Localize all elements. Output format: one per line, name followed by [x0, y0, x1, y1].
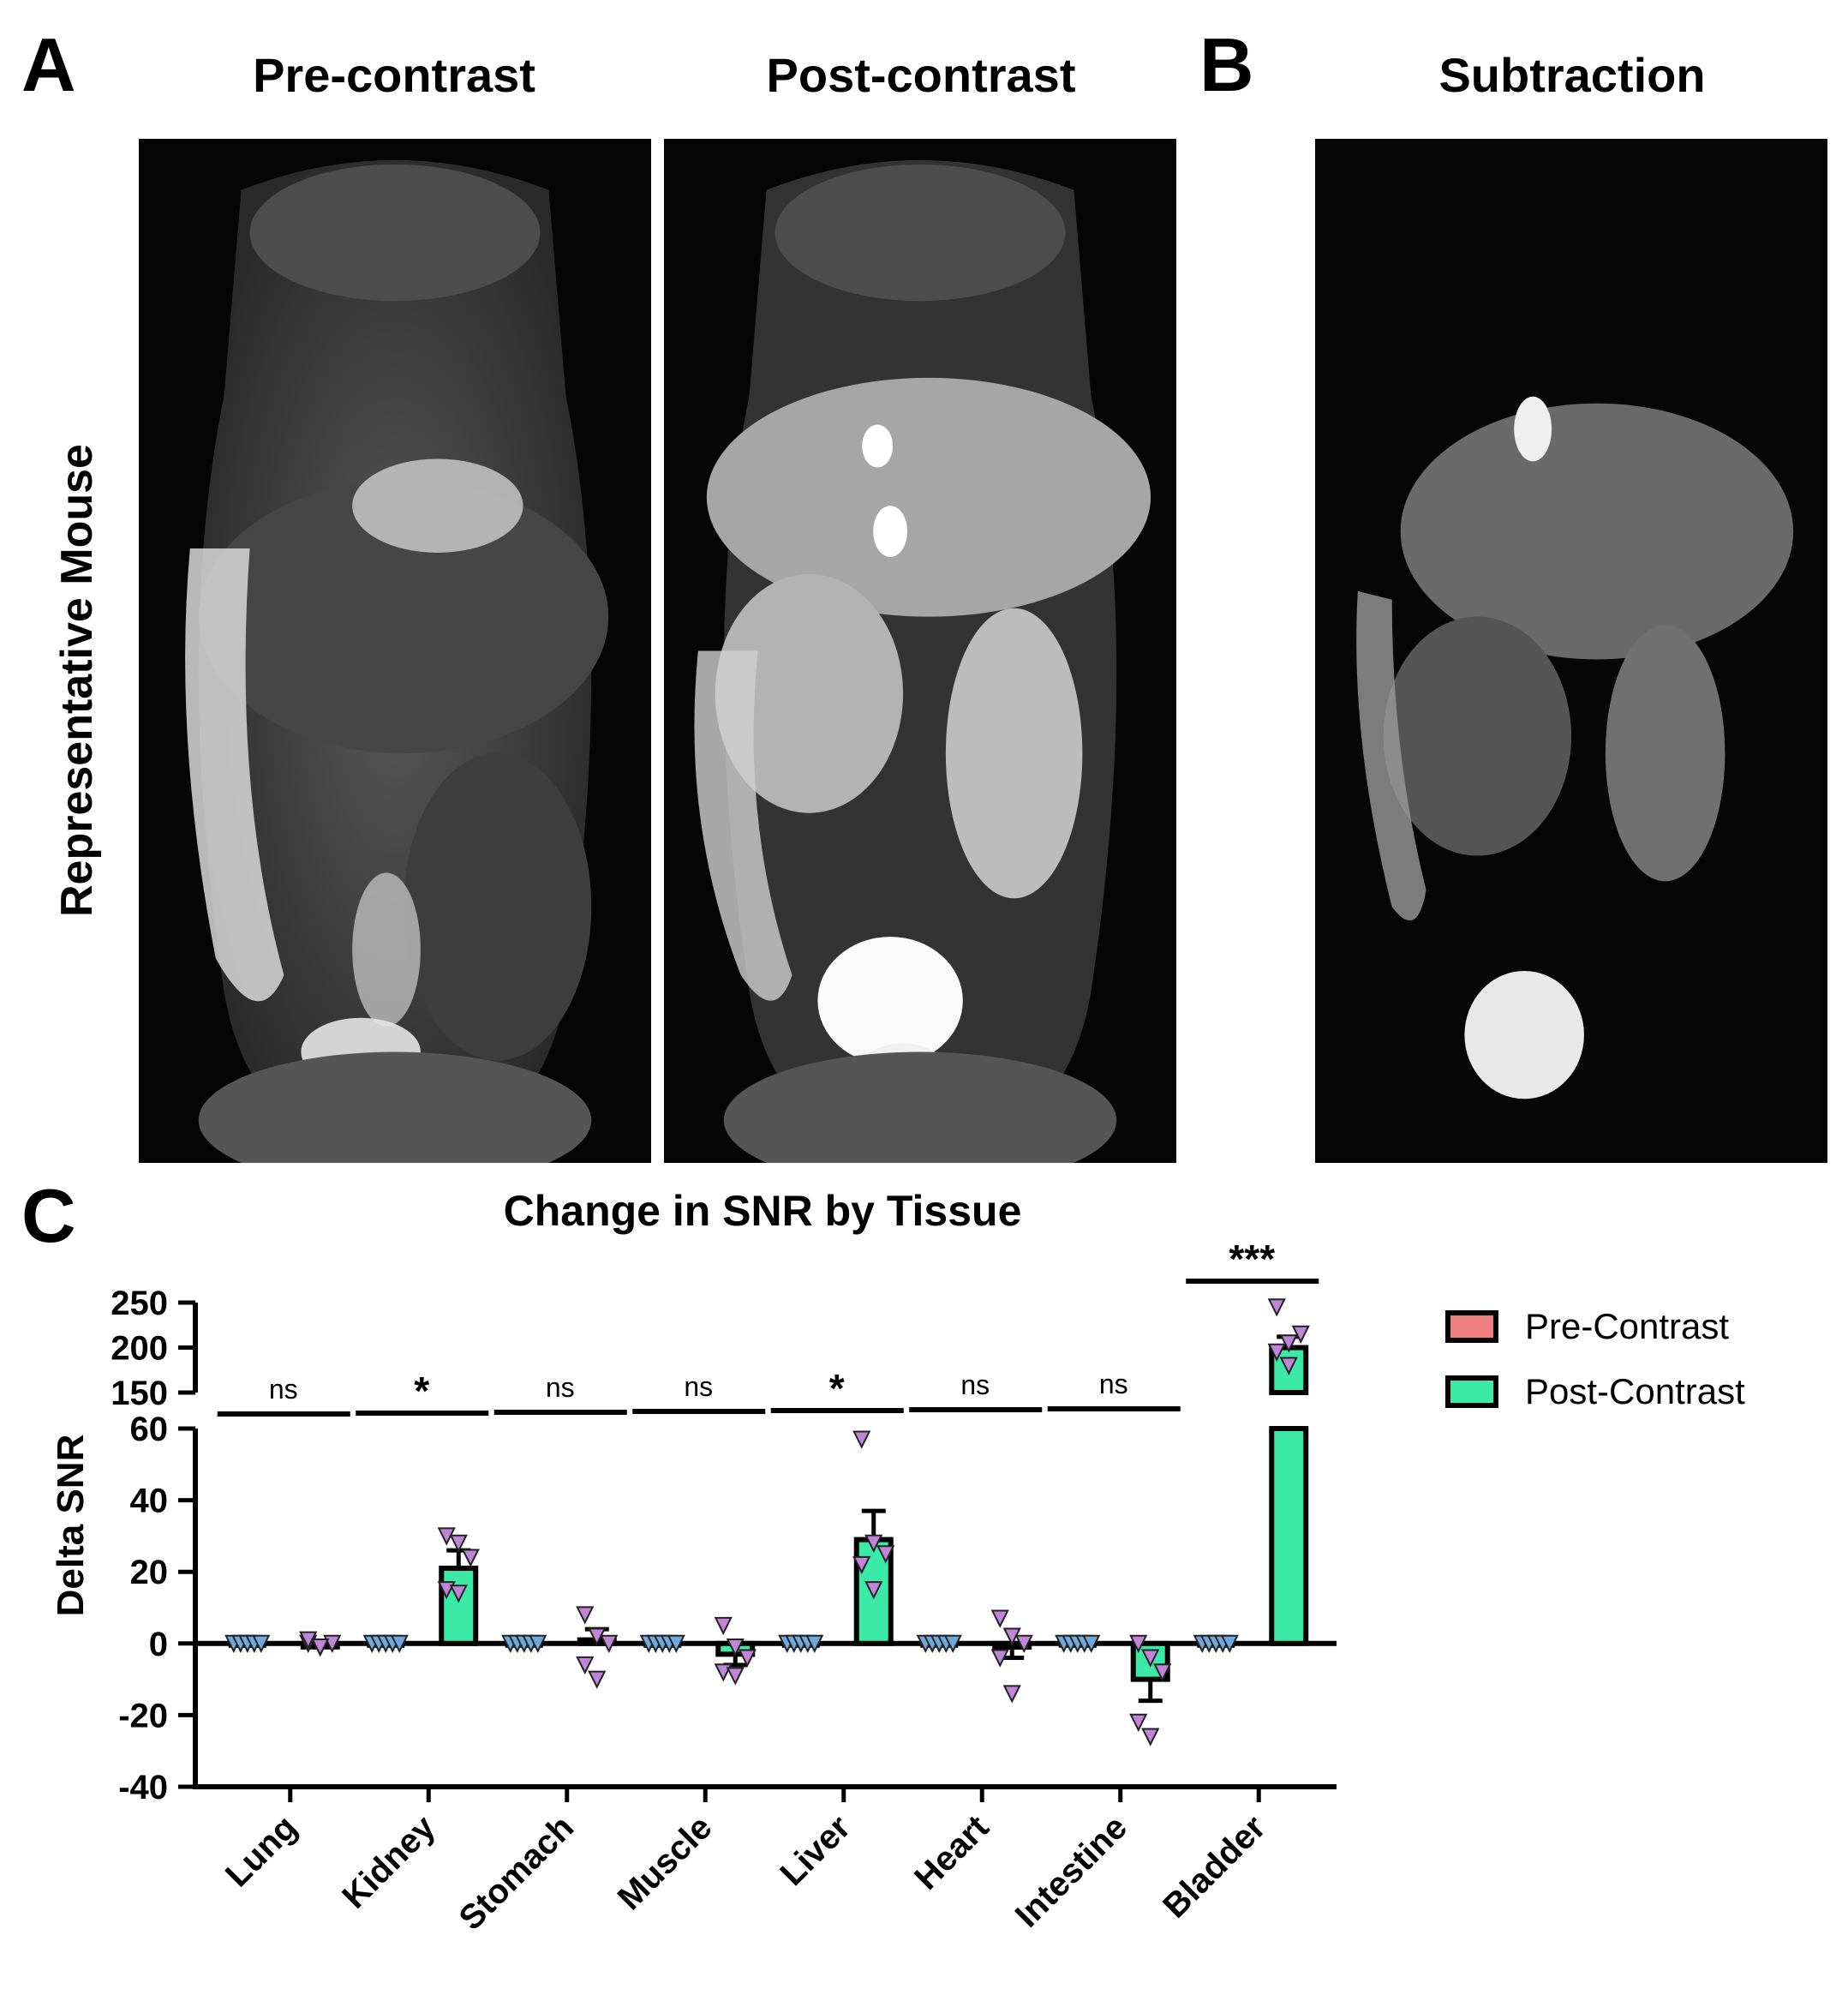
y-axis-label: Delta SNR [50, 1435, 92, 1617]
significance-label: ns [684, 1371, 713, 1402]
pre-contrast-point [1082, 1634, 1101, 1654]
x-tick-label: Muscle [611, 1808, 720, 1917]
pre-contrast-point [943, 1634, 962, 1654]
post-contrast-point [588, 1670, 607, 1689]
subtraction-title: Subtraction [1438, 48, 1706, 102]
significance-label: ns [1099, 1369, 1128, 1399]
post-contrast-point [726, 1638, 745, 1657]
snr-bar-chart: Change in SNR by Tissue Delta SNR -40 -20… [50, 1187, 1745, 1938]
x-tick-label: Heart [907, 1808, 996, 1896]
post-contrast-point [1153, 1663, 1172, 1682]
panel-c-letter: C [21, 1173, 76, 1258]
legend-label-pre: Pre-Contrast [1525, 1306, 1729, 1346]
post-contrast-point [852, 1555, 871, 1575]
significance-label: ns [960, 1369, 990, 1400]
pre-contrast-point [1220, 1634, 1239, 1654]
post-contrast-point [311, 1638, 330, 1657]
pre-contrast-mri-image [139, 139, 651, 1163]
y-tick-label: 20 [130, 1554, 169, 1591]
post-contrast-point [461, 1549, 480, 1567]
post-contrast-point [714, 1616, 733, 1636]
y-tick-label: 60 [130, 1411, 169, 1448]
post-contrast-point [1279, 1357, 1298, 1375]
post-contrast-point [1291, 1325, 1310, 1344]
x-tick-label: Lung [218, 1808, 304, 1894]
significance-label: ns [269, 1374, 298, 1405]
legend-label-post: Post-Contrast [1525, 1371, 1745, 1411]
post-contrast-point [1279, 1334, 1298, 1353]
x-tick-label: Stomach [452, 1808, 582, 1938]
post-contrast-point [864, 1581, 883, 1600]
pre-contrast-point [529, 1634, 547, 1654]
post-contrast-point [1267, 1298, 1286, 1317]
post-contrast-point [990, 1649, 1009, 1668]
post-contrast-point [1141, 1728, 1160, 1746]
pre-contrast-point [252, 1634, 271, 1654]
panel-a-letter: A [21, 22, 76, 107]
y-tick-label: 200 [111, 1330, 168, 1368]
post-contrast-point [1002, 1685, 1021, 1704]
y-tick-label: 250 [111, 1285, 168, 1322]
y-tick-label: -20 [118, 1697, 168, 1734]
post-contrast-bar [1269, 1426, 1309, 1646]
pre-contrast-title: Pre-contrast [253, 48, 535, 102]
post-contrast-point [576, 1656, 595, 1675]
post-contrast-point [738, 1649, 757, 1668]
post-contrast-point [449, 1585, 468, 1603]
pre-contrast-point [805, 1634, 824, 1654]
post-contrast-point [600, 1634, 619, 1654]
post-contrast-point [864, 1534, 883, 1553]
panel-b-letter: B [1199, 22, 1254, 107]
pre-contrast-point [667, 1634, 685, 1654]
legend-swatch-post [1445, 1375, 1498, 1408]
post-contrast-point [852, 1430, 871, 1449]
post-contrast-title: Post-contrast [766, 48, 1076, 102]
significance-label: * [414, 1369, 429, 1413]
x-tick-label: Liver [773, 1808, 858, 1893]
post-contrast-point [1129, 1634, 1148, 1654]
post-contrast-point [576, 1606, 595, 1625]
chart-title: Change in SNR by Tissue [504, 1187, 1022, 1235]
y-tick-label: 150 [111, 1375, 168, 1412]
representative-mouse-label: Representative Mouse [52, 444, 102, 917]
significance-label: ns [546, 1372, 575, 1403]
post-contrast-point [876, 1545, 895, 1564]
pre-contrast-point [390, 1634, 409, 1654]
legend-swatch-pre [1445, 1310, 1498, 1343]
x-tick-label: Bladder [1156, 1808, 1272, 1925]
x-tick-label: Intestine [1008, 1808, 1134, 1934]
post-contrast-point [726, 1667, 745, 1686]
subtraction-mri-image [1315, 139, 1827, 1163]
post-contrast-point [1014, 1634, 1033, 1654]
post-contrast-point [1141, 1649, 1160, 1668]
significance-label: * [829, 1366, 845, 1411]
post-contrast-point [1267, 1343, 1286, 1362]
y-tick-label: -40 [118, 1769, 168, 1806]
significance-label: *** [1229, 1237, 1275, 1281]
post-contrast-mri-image [664, 139, 1176, 1163]
post-contrast-point [449, 1534, 468, 1553]
y-tick-label: 0 [149, 1626, 168, 1663]
y-tick-label: 40 [130, 1483, 169, 1520]
x-tick-label: Kidney [335, 1808, 443, 1916]
post-contrast-bar [439, 1566, 479, 1646]
post-contrast-point [990, 1609, 1009, 1628]
post-contrast-point [1129, 1713, 1148, 1732]
